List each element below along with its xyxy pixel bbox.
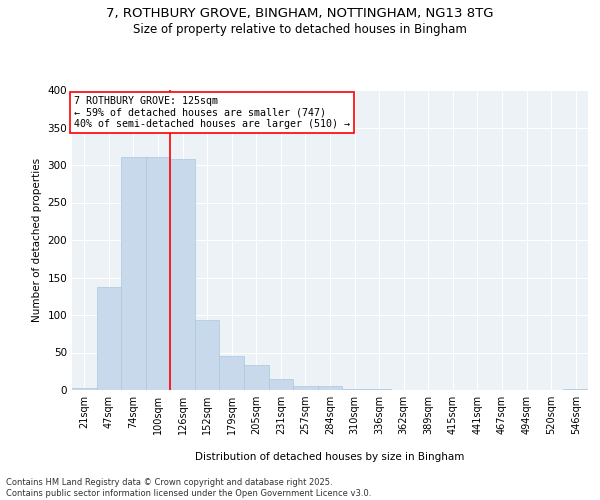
- Bar: [97, 286, 121, 390]
- Bar: [244, 364, 269, 390]
- Text: 7 ROTHBURY GROVE: 125sqm
← 59% of detached houses are smaller (747)
40% of semi-: 7 ROTHBURY GROVE: 125sqm ← 59% of detach…: [74, 96, 350, 129]
- Bar: [293, 386, 318, 390]
- Text: Contains HM Land Registry data © Crown copyright and database right 2025.
Contai: Contains HM Land Registry data © Crown c…: [6, 478, 371, 498]
- Bar: [367, 388, 391, 390]
- Text: Size of property relative to detached houses in Bingham: Size of property relative to detached ho…: [133, 22, 467, 36]
- Bar: [72, 388, 97, 390]
- Bar: [195, 320, 220, 390]
- Text: Distribution of detached houses by size in Bingham: Distribution of detached houses by size …: [196, 452, 464, 462]
- Bar: [318, 386, 342, 390]
- Bar: [269, 379, 293, 390]
- Bar: [342, 388, 367, 390]
- Bar: [220, 356, 244, 390]
- Text: 7, ROTHBURY GROVE, BINGHAM, NOTTINGHAM, NG13 8TG: 7, ROTHBURY GROVE, BINGHAM, NOTTINGHAM, …: [106, 8, 494, 20]
- Y-axis label: Number of detached properties: Number of detached properties: [32, 158, 42, 322]
- Bar: [121, 157, 146, 390]
- Bar: [170, 159, 195, 390]
- Bar: [563, 388, 588, 390]
- Bar: [146, 157, 170, 390]
